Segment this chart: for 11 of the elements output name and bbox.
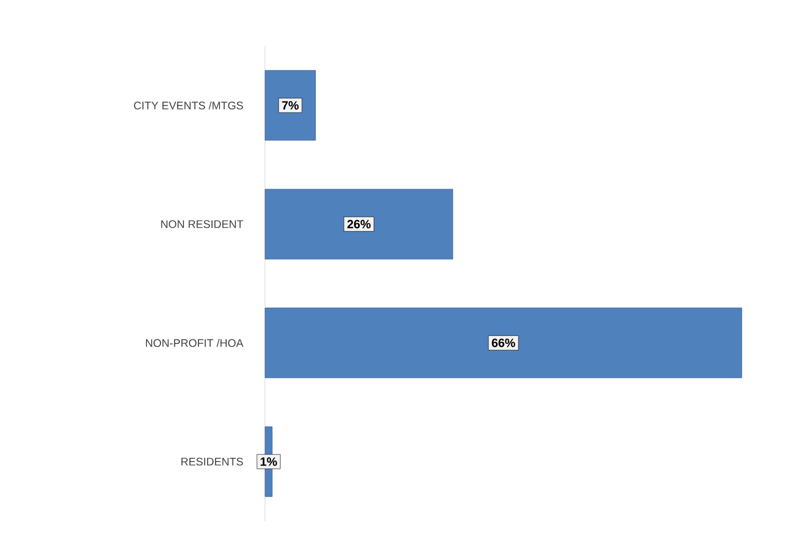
y-tick-label: NON RESIDENT	[161, 220, 244, 228]
bar	[264, 70, 316, 141]
data-label: 7%	[282, 101, 299, 110]
bar	[264, 308, 742, 378]
y-tick-label: RESIDENTS	[181, 458, 243, 466]
data-label: 1%	[260, 457, 277, 466]
data-label: 66%	[492, 338, 516, 348]
y-tick-label: CITY EVENTS /MTGS	[134, 101, 243, 110]
y-tick-label: NON-PROFIT /HOA	[146, 338, 244, 347]
data-label: 26%	[347, 220, 371, 228]
bar	[264, 188, 454, 260]
